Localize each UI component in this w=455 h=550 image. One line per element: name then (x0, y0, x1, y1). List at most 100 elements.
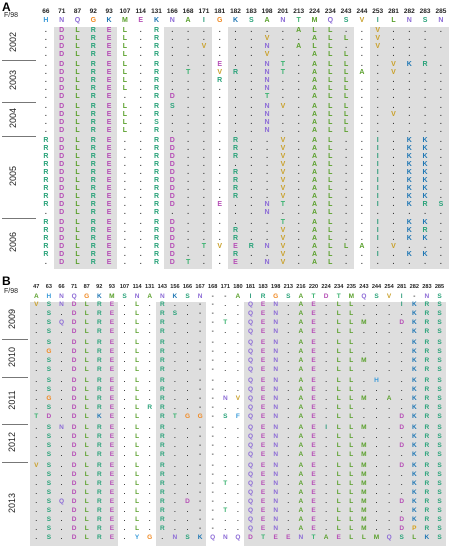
residue-cell: R (159, 516, 165, 523)
residue-cell: . (35, 310, 38, 317)
residue-cell: . (297, 93, 300, 100)
residue-cell: . (148, 301, 151, 308)
residue-cell: . (35, 451, 38, 458)
residue-cell: M (361, 442, 367, 449)
residue-cell: E (109, 328, 115, 335)
residue-cell: . (236, 319, 239, 326)
residue-cell: . (376, 77, 379, 84)
residue-cell: E (311, 507, 316, 514)
residue-cell: . (439, 259, 442, 266)
residue-cell: D (169, 93, 175, 100)
residue-cell: V (280, 161, 286, 168)
reference-residue: I (376, 17, 379, 24)
residue-cell: E (109, 404, 115, 411)
residue-cell: . (224, 442, 227, 449)
residue-cell: . (60, 357, 63, 364)
position-number: 87 (73, 8, 82, 15)
residue-cell: T (201, 243, 207, 250)
position-number: 285 (434, 284, 445, 290)
residue-cell: E (109, 462, 115, 469)
residue-cell: L (84, 480, 89, 487)
shaded-column (105, 302, 119, 546)
position-number: 166 (182, 284, 193, 290)
residue-cell: . (281, 27, 284, 34)
position-number: 283 (422, 284, 432, 290)
shaded-column (395, 302, 408, 546)
residue-cell: D (71, 462, 77, 469)
residue-cell: - (211, 480, 214, 487)
residue-cell: . (439, 77, 442, 84)
residue-cell: . (325, 301, 327, 308)
residue-cell: S (437, 310, 442, 317)
residue-cell: . (345, 177, 348, 184)
residue-cell: E (109, 433, 115, 440)
position-number: 243 (359, 284, 369, 290)
residue-cell: . (173, 442, 176, 449)
residue-cell: S (46, 498, 52, 505)
residue-cell: . (173, 471, 176, 478)
residue-cell: . (139, 177, 142, 184)
residue-cell: D (399, 498, 405, 505)
residue-cell: . (362, 433, 365, 440)
residue-cell: A (298, 442, 304, 449)
residue-cell: E (109, 301, 115, 308)
residue-cell: V (375, 27, 381, 34)
residue-cell: V (280, 185, 286, 192)
residue-cell: . (139, 251, 142, 258)
residue-cell: D (169, 251, 175, 258)
residue-cell: R (248, 243, 254, 250)
residue-cell: L (349, 301, 354, 308)
residue-cell: . (218, 111, 221, 118)
residue-cell: . (439, 137, 442, 144)
residue-cell: - (199, 489, 202, 496)
residue-cell: V (280, 153, 286, 160)
position-number: 168 (182, 8, 194, 15)
residue-cell: I (376, 219, 379, 226)
residue-cell: . (408, 93, 411, 100)
reference-residue: I (249, 293, 252, 300)
residue-cell: L (135, 516, 140, 523)
residue-cell: K (411, 516, 417, 523)
position-number: 92 (96, 284, 103, 290)
position-number: 282 (403, 8, 415, 15)
residue-cell: . (35, 516, 38, 523)
residue-cell: . (186, 319, 189, 326)
residue-cell: . (224, 471, 227, 478)
year-label: 2011 (7, 389, 17, 410)
residue-cell: L (75, 127, 80, 134)
residue-cell: R (43, 227, 49, 234)
residue-cell: . (297, 185, 300, 192)
residue-cell: . (375, 413, 378, 420)
residue-cell: . (408, 103, 411, 110)
residue-cell: S (46, 480, 52, 487)
residue-cell: . (388, 489, 390, 496)
residue-cell: R (96, 328, 102, 335)
residue-cell: . (224, 386, 227, 393)
residue-cell: S (437, 377, 442, 384)
residue-cell: R (232, 193, 239, 200)
residue-cell: M (361, 462, 367, 469)
residue-cell: L (122, 27, 128, 34)
residue-cell: . (148, 377, 151, 384)
panel-a: A F/98 66 71 87 92 93 107 114 131 166 168 171 181 18… (0, 0, 455, 272)
residue-cell: . (218, 35, 221, 42)
residue-cell: D (59, 43, 65, 50)
residue-cell: . (173, 433, 176, 440)
residue-cell: . (202, 219, 205, 226)
residue-cell: . (325, 386, 327, 393)
residue-cell: . (360, 235, 363, 242)
residue-cell: Q (247, 489, 254, 496)
residue-cell: R (43, 219, 49, 226)
residue-cell: L (328, 259, 333, 266)
residue-cell: R (153, 69, 160, 76)
residue-cell: L (135, 348, 140, 355)
residue-cell: D (399, 413, 405, 420)
residue-cell: D (185, 498, 190, 505)
residue-cell: . (187, 51, 190, 58)
residue-cell: . (439, 193, 442, 200)
position-number: 182 (230, 8, 241, 15)
residue-cell: . (345, 169, 348, 176)
residue-cell: . (392, 161, 395, 168)
residue-cell: V (217, 69, 223, 76)
residue-cell: E (106, 243, 112, 250)
